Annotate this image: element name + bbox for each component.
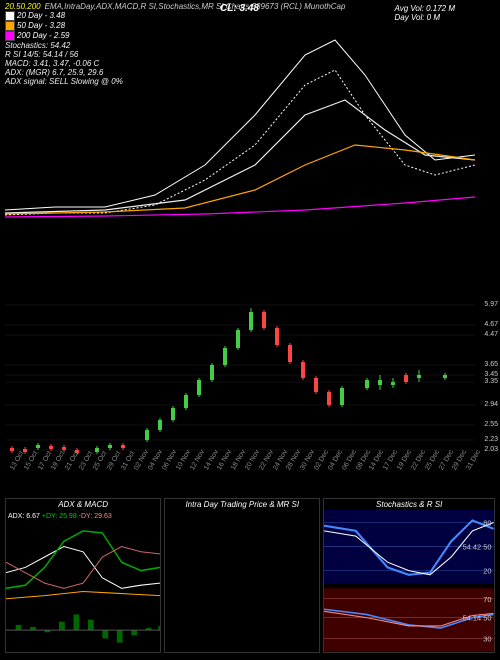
date-axis: 13 Oct15 Oct17 Oct19 Oct21 Oct23 Oct25 O…	[5, 460, 475, 490]
avg-vol: Avg Vol: 0.172 M	[395, 4, 455, 13]
ema-chart	[5, 15, 475, 260]
svg-text:54.14 50: 54.14 50	[463, 614, 492, 623]
close-price: CL: 3.48	[220, 3, 259, 14]
title-mid: EMA,IntraDay,ADX,MACD,R SI,Stochastics,M…	[45, 2, 346, 11]
title-prefix: 20.50.200	[5, 2, 41, 11]
svg-text:54.42 50: 54.42 50	[463, 543, 492, 552]
stochastics-panel: Stochastics & R SI 8054.42 50207054.14 5…	[323, 498, 495, 653]
svg-text:20: 20	[484, 567, 492, 576]
indicator-panels: ADX & MACD ADX: 6.67 +DY: 25.98 -DY: 29.…	[5, 498, 495, 653]
intraday-panel: Intra Day Trading Price & MR SI	[164, 498, 320, 653]
svg-text:80: 80	[484, 519, 492, 528]
adx-macd-panel: ADX & MACD ADX: 6.67 +DY: 25.98 -DY: 29.…	[5, 498, 161, 653]
svg-text:30: 30	[484, 635, 492, 644]
svg-text:70: 70	[484, 595, 492, 604]
candlestick-chart	[5, 300, 475, 460]
